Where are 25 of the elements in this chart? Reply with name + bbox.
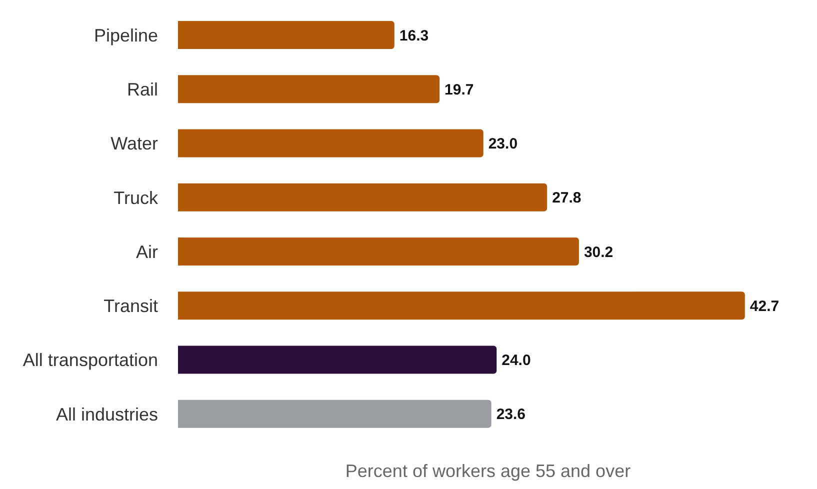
bar [178, 238, 579, 266]
bar [178, 400, 492, 428]
y-tick-label: Pipeline [94, 25, 158, 46]
y-tick-label: Rail [126, 80, 158, 100]
data-label: 30.2 [584, 244, 614, 261]
bar [178, 129, 484, 158]
bar [178, 346, 497, 374]
y-tick-label: Transit [104, 296, 158, 316]
x-axis-title: Percent of workers age 55 and over [345, 461, 631, 481]
data-label: 42.7 [750, 298, 780, 315]
bar [178, 183, 548, 212]
data-label: 16.3 [399, 27, 429, 44]
data-label: 27.8 [552, 190, 582, 207]
data-label: 23.0 [488, 136, 518, 153]
y-tick-label: Air [136, 242, 158, 262]
y-tick-label: Truck [114, 188, 159, 208]
data-label: 24.0 [502, 352, 531, 370]
bar [178, 75, 440, 104]
data-label: 23.6 [496, 406, 526, 424]
bar [178, 292, 745, 320]
bar [178, 21, 394, 49]
y-tick-label: All transportation [22, 350, 158, 370]
data-label: 19.7 [444, 81, 474, 98]
y-tick-label: All industries [56, 404, 158, 424]
y-tick-label: Water [110, 134, 158, 154]
